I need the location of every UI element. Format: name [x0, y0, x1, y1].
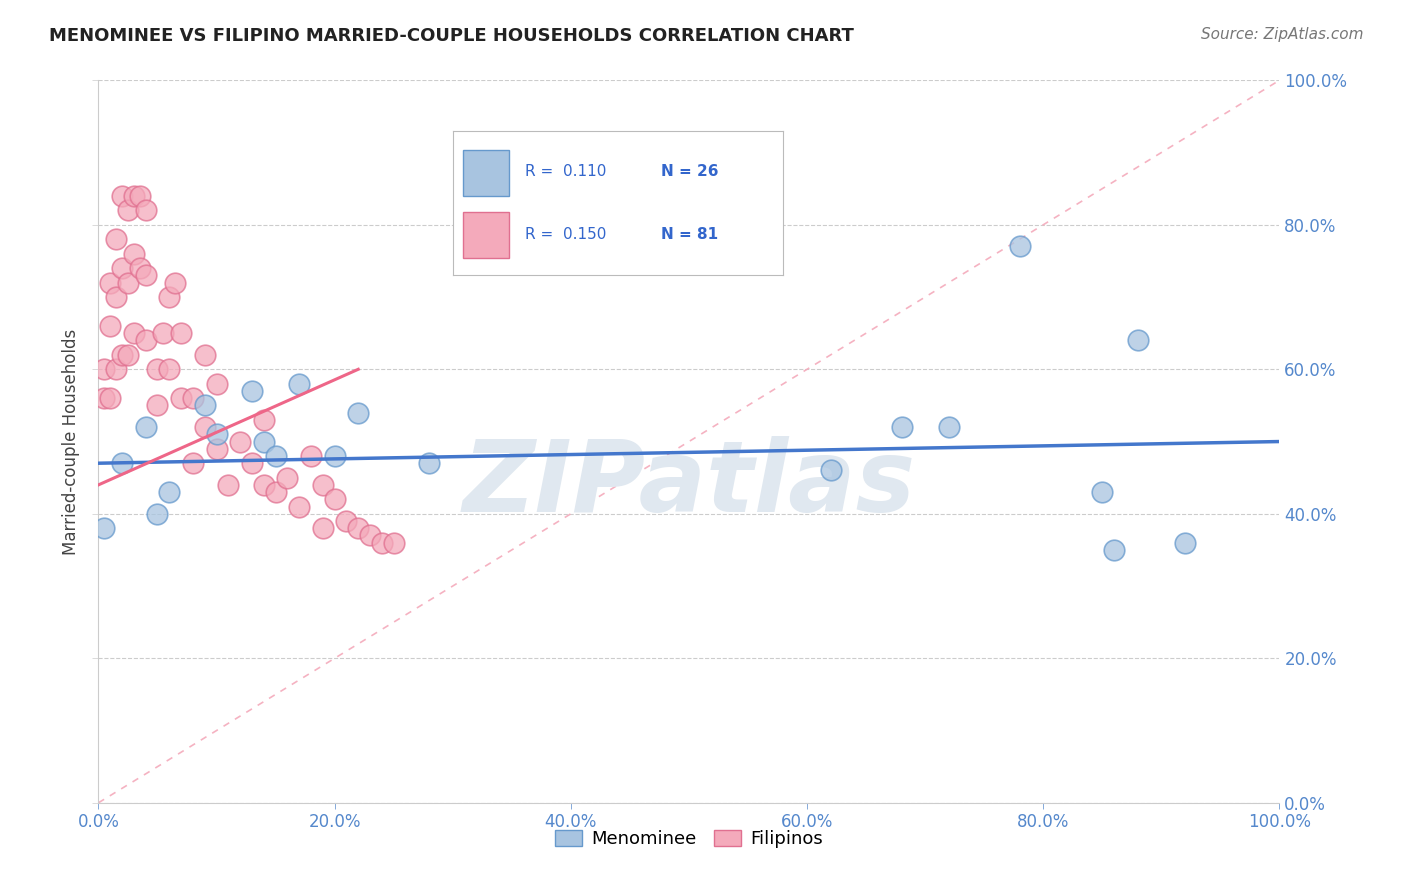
- Y-axis label: Married-couple Households: Married-couple Households: [62, 328, 80, 555]
- Point: [122, 326, 145, 340]
- Point: [335, 514, 357, 528]
- Point: [253, 434, 276, 449]
- Point: [93, 521, 115, 535]
- Point: [1174, 535, 1197, 549]
- Point: [98, 318, 121, 333]
- Point: [312, 521, 335, 535]
- Point: [93, 391, 115, 405]
- Point: [111, 261, 134, 276]
- Point: [111, 189, 134, 203]
- Point: [117, 348, 139, 362]
- Point: [288, 376, 311, 391]
- Point: [938, 420, 960, 434]
- Point: [117, 276, 139, 290]
- Point: [111, 456, 134, 470]
- Point: [128, 261, 150, 276]
- Point: [264, 449, 287, 463]
- Point: [117, 203, 139, 218]
- Point: [1008, 239, 1031, 253]
- Point: [170, 391, 193, 405]
- Point: [165, 276, 187, 290]
- Point: [98, 391, 121, 405]
- Point: [105, 232, 128, 246]
- Text: ZIPatlas: ZIPatlas: [463, 436, 915, 533]
- Point: [347, 406, 370, 420]
- Point: [371, 535, 394, 549]
- Point: [105, 362, 128, 376]
- Point: [152, 326, 174, 340]
- Point: [135, 268, 157, 283]
- Point: [217, 478, 239, 492]
- Point: [128, 189, 150, 203]
- Point: [1126, 334, 1149, 348]
- Point: [205, 427, 228, 442]
- Point: [253, 413, 276, 427]
- Point: [135, 334, 157, 348]
- Point: [276, 470, 298, 484]
- Point: [1091, 485, 1114, 500]
- Point: [146, 398, 169, 412]
- Point: [181, 456, 204, 470]
- Point: [135, 203, 157, 218]
- Point: [205, 442, 228, 456]
- Point: [347, 521, 370, 535]
- Point: [170, 326, 193, 340]
- Point: [194, 398, 217, 412]
- Point: [157, 485, 180, 500]
- Point: [323, 449, 346, 463]
- Point: [93, 362, 115, 376]
- Point: [157, 362, 180, 376]
- Point: [229, 434, 252, 449]
- Point: [288, 500, 311, 514]
- Point: [122, 246, 145, 260]
- Point: [205, 376, 228, 391]
- Point: [240, 456, 263, 470]
- Point: [359, 528, 381, 542]
- Text: MENOMINEE VS FILIPINO MARRIED-COUPLE HOUSEHOLDS CORRELATION CHART: MENOMINEE VS FILIPINO MARRIED-COUPLE HOU…: [49, 27, 853, 45]
- Point: [253, 478, 276, 492]
- Point: [146, 507, 169, 521]
- Point: [312, 478, 335, 492]
- Point: [98, 276, 121, 290]
- Point: [299, 449, 322, 463]
- Point: [194, 348, 217, 362]
- Point: [264, 485, 287, 500]
- Point: [105, 290, 128, 304]
- Point: [122, 189, 145, 203]
- Point: [181, 391, 204, 405]
- Point: [111, 348, 134, 362]
- Point: [418, 456, 440, 470]
- Point: [157, 290, 180, 304]
- Point: [323, 492, 346, 507]
- Point: [194, 420, 217, 434]
- Point: [135, 420, 157, 434]
- Point: [890, 420, 912, 434]
- Text: Source: ZipAtlas.com: Source: ZipAtlas.com: [1201, 27, 1364, 42]
- Legend: Menominee, Filipinos: Menominee, Filipinos: [547, 822, 831, 855]
- Point: [382, 535, 405, 549]
- Point: [146, 362, 169, 376]
- Point: [1102, 542, 1125, 557]
- Point: [240, 384, 263, 398]
- Point: [820, 463, 842, 477]
